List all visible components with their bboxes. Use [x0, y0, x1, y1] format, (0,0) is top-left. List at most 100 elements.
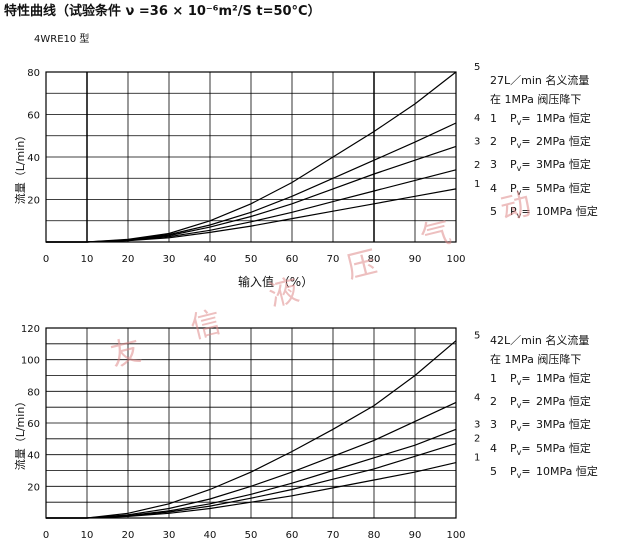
y-tick-label: 80 [27, 68, 40, 79]
chart-bottom: 0 10 20 30 40 50 60 70 80 90 100 20 40 60 80 100 120 流量（L… [13, 324, 480, 541]
x-tick-label: 60 [286, 530, 299, 541]
series-line-5 [46, 340, 457, 519]
legend-item-value: 5MPa 恒定 [536, 181, 591, 195]
legend-item: 3 Pv= 3MPa 恒定 [490, 155, 598, 178]
x-tick-label: 10 [81, 254, 94, 265]
y-tick-label: 20 [27, 482, 40, 493]
y-tick-label: 80 [27, 387, 40, 398]
x-tick-label: 0 [43, 254, 49, 265]
series-line-4 [46, 401, 457, 519]
series-label-5: 5 [474, 331, 480, 342]
legend-item-symbol: Pv= [510, 464, 531, 480]
y-tick-label: 60 [27, 111, 40, 122]
y-axis-label: 流量（L/min） [13, 396, 27, 471]
y-tick-label: 20 [27, 196, 40, 207]
series-label-2: 2 [474, 160, 480, 171]
x-tick-label: 40 [204, 530, 217, 541]
legend-item-value: 3MPa 恒定 [536, 158, 591, 172]
legend-item-number: 4 [490, 441, 497, 455]
series-label-1: 1 [474, 453, 480, 464]
series-label-5: 5 [474, 62, 480, 73]
series-label-1: 1 [474, 179, 480, 190]
legend-item-number: 4 [490, 181, 497, 195]
legend-heading: 在 1MPa 阀压降下 [490, 93, 582, 106]
series-label-4: 4 [474, 113, 480, 124]
legend-item-symbol: Pv= [510, 395, 531, 411]
legend-item: 1 Pv= 1MPa 恒定 [490, 369, 598, 392]
legend-heading: 42L／min 名义流量 [490, 334, 590, 347]
legend-items: 1 Pv= 1MPa 恒定 2 Pv= 2MPa 恒定 3 Pv= 3MPa 恒定 4 Pv= 5MP… [490, 369, 598, 485]
series-label-3: 3 [474, 419, 480, 430]
legend-item-symbol: Pv= [510, 135, 531, 151]
y-tick-label: 40 [27, 451, 40, 462]
legend-heading: 27L／min 名义流量 [490, 74, 590, 87]
y-tick-label: 60 [27, 419, 40, 430]
y-tick-label: 40 [27, 153, 40, 164]
legend-item: 4 Pv= 5MPa 恒定 [490, 439, 598, 462]
x-tick-label: 90 [409, 254, 422, 265]
legend-items: 1 Pv= 1MPa 恒定 2 Pv= 2MPa 恒定 3 Pv= 3MPa 恒定 4 Pv= 5MP… [490, 109, 598, 225]
legend-item-number: 1 [490, 112, 497, 125]
legend-item-symbol: Pv= [510, 204, 531, 220]
legend-item-number: 3 [490, 418, 497, 432]
legend-item-value: 1MPa 恒定 [536, 372, 591, 385]
x-tick-label: 70 [327, 530, 340, 541]
legend-item: 3 Pv= 3MPa 恒定 [490, 415, 598, 438]
y-tick-label: 120 [21, 324, 40, 335]
x-tick-label: 50 [245, 530, 258, 541]
x-tick-label: 10 [81, 530, 94, 541]
legend-top: 27L／min 名义流量 在 1MPa 阀压降下 1 Pv= 1MPa 恒定 2 Pv=… [490, 71, 598, 225]
legend-item-value: 2MPa 恒定 [536, 395, 591, 409]
legend-item-number: 5 [490, 204, 497, 218]
series-line-5 [46, 71, 457, 243]
legend-item-number: 2 [490, 395, 497, 409]
legend-heading: 在 1MPa 阀压降下 [490, 353, 582, 366]
y-tick-label: 100 [21, 356, 40, 367]
x-tick-label: 30 [163, 254, 176, 265]
legend-item-value: 5MPa 恒定 [536, 441, 591, 455]
legend-item-value: 10MPa 恒定 [536, 204, 598, 218]
legend-item: 5 Pv= 10MPa 恒定 [490, 462, 598, 485]
legend-item-symbol: Pv= [510, 418, 531, 434]
x-tick-label: 40 [204, 254, 217, 265]
x-tick-label: 20 [122, 254, 135, 265]
x-tick-label: 80 [368, 254, 381, 265]
legend-item: 4 Pv= 5MPa 恒定 [490, 179, 598, 202]
legend-item: 2 Pv= 2MPa 恒定 [490, 132, 598, 155]
legend-item-symbol: Pv= [510, 181, 531, 197]
x-tick-label: 30 [163, 530, 176, 541]
series-label-3: 3 [474, 136, 480, 147]
x-axis-label: 输入值 （%） [238, 274, 313, 289]
legend-item-number: 3 [490, 158, 497, 172]
legend-item-symbol: Pv= [510, 112, 531, 128]
legend-item: 1 Pv= 1MPa 恒定 [490, 109, 598, 132]
y-axis-label: 流量（L/min） [13, 130, 27, 205]
x-tick-label: 100 [446, 530, 465, 541]
x-tick-label: 60 [286, 254, 299, 265]
x-tick-label: 100 [446, 254, 465, 265]
legend-item-number: 5 [490, 464, 497, 478]
x-tick-label: 50 [245, 254, 258, 265]
legend-item-symbol: Pv= [510, 441, 531, 457]
legend-item-value: 2MPa 恒定 [536, 135, 591, 149]
legend-item: 2 Pv= 2MPa 恒定 [490, 392, 598, 415]
legend-item-value: 10MPa 恒定 [536, 464, 598, 478]
legend-item: 5 Pv= 10MPa 恒定 [490, 202, 598, 225]
legend-item-value: 1MPa 恒定 [536, 112, 591, 125]
model-label: 4WRE10 型 [34, 34, 90, 45]
series-label-4: 4 [474, 392, 480, 403]
legend-item-number: 1 [490, 372, 497, 385]
x-tick-label: 0 [43, 530, 49, 541]
x-tick-label: 80 [368, 530, 381, 541]
x-tick-label: 90 [409, 530, 422, 541]
legend-item-symbol: Pv= [510, 372, 531, 388]
chart-top: 0 10 20 30 40 50 60 70 80 90 100 20 40 60 80 流量（L/min） 输… [13, 62, 480, 289]
legend-item-value: 3MPa 恒定 [536, 418, 591, 432]
legend-item-symbol: Pv= [510, 158, 531, 174]
x-tick-label: 20 [122, 530, 135, 541]
page-title: 特性曲线（试验条件 ν =36 × 10⁻⁶m²/S t=50°C） [4, 4, 321, 19]
series-label-2: 2 [474, 434, 480, 445]
legend-bottom: 42L／min 名义流量 在 1MPa 阀压降下 1 Pv= 1MPa 恒定 2 Pv=… [490, 331, 598, 485]
x-tick-label: 70 [327, 254, 340, 265]
